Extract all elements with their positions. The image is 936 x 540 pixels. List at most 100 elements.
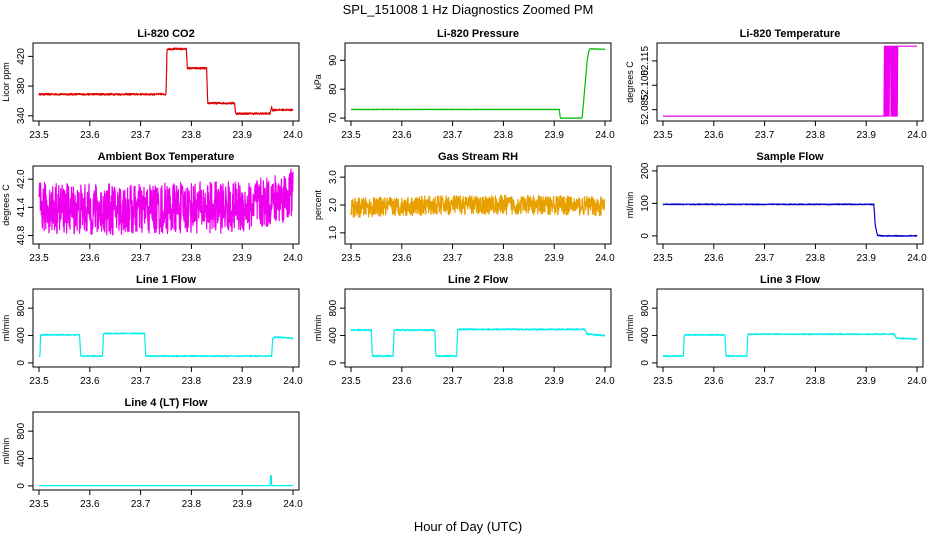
x-tick-label: 23.6 xyxy=(80,499,100,510)
x-tick-label: 24.0 xyxy=(907,253,927,264)
series-line xyxy=(38,168,294,236)
x-tick-label: 23.7 xyxy=(131,499,151,510)
y-axis-label: ml/min xyxy=(625,192,635,219)
x-tick-label: 23.7 xyxy=(443,130,463,141)
x-tick-label: 24.0 xyxy=(283,253,303,264)
plot-frame xyxy=(344,288,612,368)
plot-frame xyxy=(32,288,300,368)
y-tick-label: 340 xyxy=(16,107,27,124)
y-tick-label: 2.0 xyxy=(328,198,339,212)
y-tick-label: 70 xyxy=(328,112,339,124)
panel-9: Line 3 Flow ml/min 23.5 23.6 23.7 23.8 23.9 24.… xyxy=(625,274,927,387)
plot-frame xyxy=(344,42,612,122)
y-axis-label: Licor ppm xyxy=(1,62,11,102)
panel-8: Line 2 Flow ml/min 23.5 23.6 23.7 23.8 23.9 24.… xyxy=(313,274,615,387)
y-axis-label: degrees C xyxy=(625,61,635,103)
y-tick-label: 200 xyxy=(640,162,651,179)
y-tick-label: 1.0 xyxy=(328,225,339,239)
y-axis-label: degrees C xyxy=(1,184,11,226)
series-line xyxy=(38,332,294,358)
panel-1: Li-820 CO2 Licor ppm 23.5 23.6 23.7 23.8 23.9 2… xyxy=(1,28,303,141)
y-tick-label: 400 xyxy=(16,450,27,467)
y-axis-label: ml/min xyxy=(1,438,11,465)
y-axis-label: percent xyxy=(313,189,323,220)
x-tick-label: 23.6 xyxy=(704,376,724,387)
x-tick-label: 23.9 xyxy=(232,499,252,510)
panel-title: Line 1 Flow xyxy=(136,274,196,286)
x-tick-label: 23.6 xyxy=(80,130,100,141)
panel-2: Li-820 Pressure kPa 23.5 23.6 23.7 23.8 23.9 24… xyxy=(313,28,615,141)
x-tick-label: 24.0 xyxy=(595,253,615,264)
y-tick-label: 800 xyxy=(16,422,27,439)
x-tick-label: 23.8 xyxy=(494,376,514,387)
panel-title: Sample Flow xyxy=(756,151,824,163)
x-tick-label: 23.5 xyxy=(341,130,361,141)
x-tick-label: 23.9 xyxy=(232,376,252,387)
plot-frame xyxy=(32,42,300,122)
y-tick-label: 80 xyxy=(328,83,339,95)
y-tick-label: 0 xyxy=(640,233,651,239)
x-tick-label: 23.8 xyxy=(806,130,826,141)
y-tick-label: 0 xyxy=(16,483,27,489)
x-tick-label: 23.5 xyxy=(341,253,361,264)
series-line xyxy=(39,475,293,487)
y-tick-label: 380 xyxy=(16,77,27,94)
series-line xyxy=(662,203,918,237)
x-tick-label: 23.9 xyxy=(856,253,876,264)
x-tick-label: 23.6 xyxy=(704,130,724,141)
x-tick-label: 23.5 xyxy=(29,499,49,510)
x-tick-label: 23.5 xyxy=(653,376,673,387)
panel-title: Li-820 Temperature xyxy=(740,28,841,40)
panel-title: Li-820 CO2 xyxy=(137,28,194,40)
y-tick-label: 800 xyxy=(328,299,339,316)
x-tick-label: 23.9 xyxy=(544,130,564,141)
x-tick-label: 24.0 xyxy=(907,130,927,141)
x-tick-label: 23.6 xyxy=(392,376,412,387)
x-tick-label: 23.8 xyxy=(494,130,514,141)
y-axis-label: ml/min xyxy=(625,315,635,342)
x-tick-label: 23.6 xyxy=(704,253,724,264)
x-tick-label: 24.0 xyxy=(595,130,615,141)
x-tick-label: 23.7 xyxy=(755,130,775,141)
x-tick-label: 23.6 xyxy=(80,253,100,264)
figure-xlabel: Hour of Day (UTC) xyxy=(414,519,522,534)
series-line xyxy=(350,328,606,358)
panel-6: Sample Flow ml/min 23.5 23.6 23.7 23.8 23.9 24.… xyxy=(625,151,927,264)
x-tick-label: 23.6 xyxy=(392,130,412,141)
series-line xyxy=(350,47,606,119)
plot-frame xyxy=(32,411,300,491)
y-tick-label: 0 xyxy=(640,360,651,366)
x-tick-label: 24.0 xyxy=(283,376,303,387)
panel-4: Ambient Box Temperature degrees C 23.5 23.6… xyxy=(1,151,303,264)
x-tick-label: 23.7 xyxy=(131,376,151,387)
y-axis-label: kPa xyxy=(313,74,323,90)
y-tick-label: 400 xyxy=(328,327,339,344)
y-tick-label: 52.085 xyxy=(640,94,651,125)
x-tick-label: 23.6 xyxy=(80,376,100,387)
panel-title: Li-820 Pressure xyxy=(437,28,519,40)
x-tick-label: 23.7 xyxy=(443,253,463,264)
x-tick-label: 23.5 xyxy=(653,130,673,141)
x-tick-label: 23.7 xyxy=(443,376,463,387)
y-tick-label: 400 xyxy=(640,327,651,344)
x-tick-label: 23.9 xyxy=(544,253,564,264)
y-tick-label: 52.115 xyxy=(640,46,651,76)
y-tick-label: 0 xyxy=(328,360,339,366)
x-tick-label: 23.5 xyxy=(341,376,361,387)
y-tick-label: 0 xyxy=(16,360,27,366)
series-line xyxy=(38,47,294,116)
plot-frame xyxy=(656,165,924,245)
panel-title: Ambient Box Temperature xyxy=(98,151,235,163)
plot-frame xyxy=(32,165,300,245)
panel-7: Line 1 Flow ml/min 23.5 23.6 23.7 23.8 23.9 24.… xyxy=(1,274,303,387)
plot-frame xyxy=(656,288,924,368)
panel-title: Line 2 Flow xyxy=(448,274,508,286)
y-axis-label: ml/min xyxy=(313,315,323,342)
x-tick-label: 23.8 xyxy=(806,376,826,387)
x-tick-label: 23.5 xyxy=(29,253,49,264)
x-tick-label: 23.8 xyxy=(182,253,202,264)
series-line xyxy=(663,45,917,117)
x-tick-label: 23.8 xyxy=(182,376,202,387)
x-tick-label: 24.0 xyxy=(907,376,927,387)
